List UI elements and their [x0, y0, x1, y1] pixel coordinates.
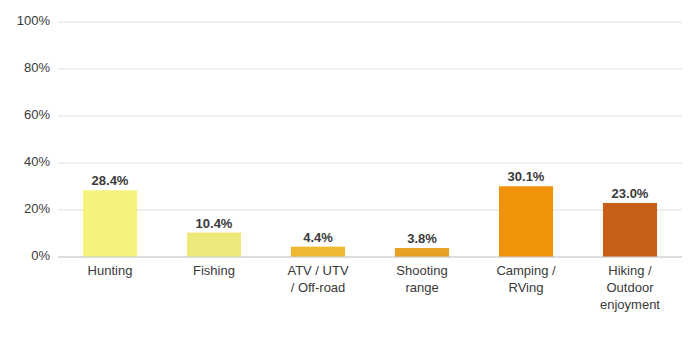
x-tick-label: Hunting: [88, 263, 133, 278]
y-tick-label: 0%: [31, 248, 50, 263]
chart: 0% 20% 40% 60% 80% 100% 28.4% 10.4% 4.4% 3.8% 30.1…: [0, 0, 700, 339]
x-axis-line: [58, 257, 682, 258]
bar: [187, 233, 241, 257]
bars: [83, 186, 657, 257]
x-axis: Hunting Fishing ATV / UTV/ Off-road Shootin…: [88, 263, 661, 312]
data-label: 10.4%: [196, 216, 233, 231]
y-tick-label: 60%: [24, 107, 50, 122]
data-label: 28.4%: [92, 173, 129, 188]
x-tick-label: Camping /RVing: [496, 263, 556, 295]
y-tick-label: 40%: [24, 154, 50, 169]
data-label: 4.4%: [303, 230, 333, 245]
chart-container: 0% 20% 40% 60% 80% 100% 28.4% 10.4% 4.4% 3.8% 30.1…: [0, 0, 700, 339]
grid-line: [58, 210, 682, 211]
x-tick-label: Shootingrange: [396, 263, 447, 295]
grid-line: [58, 257, 682, 258]
x-tick-label: Hiking /Outdoorenjoyment: [600, 263, 660, 312]
bar: [499, 186, 553, 257]
data-label: 30.1%: [508, 169, 545, 184]
y-tick-label: 100%: [17, 13, 51, 28]
grid: [58, 22, 682, 257]
data-labels: 28.4% 10.4% 4.4% 3.8% 30.1% 23.0%: [92, 169, 649, 246]
x-tick-label: ATV / UTV/ Off-road: [287, 263, 348, 295]
grid-line: [58, 116, 682, 117]
grid-line: [58, 22, 682, 23]
data-label: 3.8%: [407, 231, 437, 246]
grid-line: [58, 69, 682, 70]
bar: [395, 248, 449, 257]
bar: [291, 247, 345, 257]
y-tick-label: 20%: [24, 201, 50, 216]
bar: [603, 203, 657, 257]
grid-line: [58, 163, 682, 164]
bar: [83, 190, 137, 257]
y-tick-label: 80%: [24, 60, 50, 75]
data-label: 23.0%: [612, 186, 649, 201]
x-tick-label: Fishing: [193, 263, 235, 278]
y-axis: 0% 20% 40% 60% 80% 100%: [17, 13, 51, 263]
